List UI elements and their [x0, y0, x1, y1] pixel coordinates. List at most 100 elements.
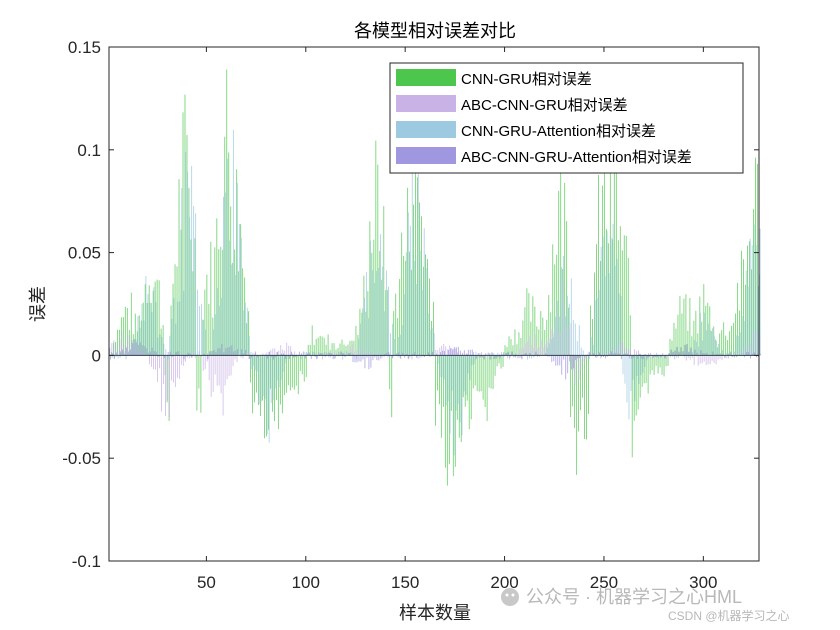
bar — [704, 353, 706, 356]
bar — [635, 355, 637, 416]
bar — [699, 296, 701, 356]
bar — [351, 343, 353, 356]
bar — [711, 328, 713, 356]
bar — [227, 347, 229, 356]
bar — [524, 307, 526, 356]
bar — [153, 287, 155, 356]
bar — [366, 272, 368, 356]
bar — [208, 304, 210, 356]
bar — [445, 346, 447, 356]
bar — [387, 355, 389, 358]
bar — [735, 335, 737, 356]
bar — [582, 350, 584, 356]
bar — [228, 240, 230, 356]
bar — [572, 319, 574, 356]
bar — [725, 335, 727, 356]
bar — [465, 355, 467, 395]
bar — [168, 355, 170, 418]
bar — [323, 337, 325, 356]
bar — [292, 355, 294, 358]
bar — [251, 355, 253, 358]
bar — [725, 355, 727, 359]
bar — [701, 321, 703, 356]
bar — [246, 323, 248, 356]
bar — [359, 308, 361, 356]
bar — [176, 355, 178, 378]
bar — [401, 324, 403, 356]
watermark: 公众号 · 机器学习之心HML CSDN @机器学习之心 — [501, 587, 790, 623]
bar — [618, 353, 620, 356]
bar — [600, 246, 602, 356]
legend-swatch — [396, 147, 456, 164]
bar — [276, 355, 278, 381]
bar — [540, 339, 542, 356]
bar — [362, 308, 364, 356]
bar — [424, 355, 426, 357]
bar — [185, 151, 187, 356]
bar — [121, 330, 123, 356]
bar — [391, 355, 393, 418]
bar — [707, 302, 709, 356]
bar — [224, 192, 226, 356]
bar — [435, 349, 437, 356]
bar — [513, 355, 515, 357]
bar — [685, 294, 687, 356]
x-tick-label: 50 — [197, 573, 216, 592]
bar — [604, 276, 606, 356]
legend: CNN-GRU相对误差 ABC-CNN-GRU相对误差 CNN-GRU-Attent… — [389, 62, 744, 174]
bar — [505, 353, 507, 356]
bar — [272, 348, 274, 356]
bar — [540, 311, 542, 356]
bar — [437, 350, 439, 356]
bar — [387, 286, 389, 356]
bar — [451, 349, 453, 356]
bar — [260, 355, 262, 402]
bar — [574, 355, 576, 386]
bar — [464, 355, 466, 407]
bar — [685, 355, 687, 361]
bar — [614, 352, 616, 356]
bar — [398, 352, 400, 356]
bar — [739, 332, 741, 356]
bar — [570, 278, 572, 356]
bar — [332, 355, 334, 360]
bar — [304, 351, 306, 356]
bar — [638, 355, 640, 385]
bar — [721, 355, 723, 360]
bar — [384, 353, 386, 356]
bar — [432, 351, 433, 356]
bar — [385, 270, 387, 356]
bar — [686, 344, 688, 356]
bar — [750, 355, 752, 359]
bar — [588, 351, 590, 356]
bar — [213, 329, 214, 356]
bar — [660, 355, 662, 358]
bar — [141, 303, 143, 356]
bar — [510, 339, 512, 356]
bar — [344, 354, 346, 356]
bar — [483, 355, 485, 360]
bar — [503, 351, 505, 356]
bar — [157, 355, 158, 382]
bar — [576, 355, 578, 475]
bar — [586, 354, 588, 356]
bar — [252, 355, 254, 414]
bar — [536, 348, 538, 356]
bar — [290, 351, 292, 356]
bar — [123, 344, 125, 356]
bar — [285, 355, 287, 393]
bar — [210, 355, 212, 397]
bar — [232, 262, 234, 356]
bar — [677, 314, 679, 356]
bar — [497, 352, 499, 356]
bar — [580, 355, 582, 411]
bar — [707, 355, 709, 365]
bar — [303, 355, 305, 382]
bar — [195, 213, 197, 356]
y-tick-label: -0.1 — [72, 552, 101, 571]
bar — [417, 173, 419, 356]
bar — [275, 355, 276, 358]
bar — [535, 351, 537, 356]
bar — [596, 244, 597, 356]
